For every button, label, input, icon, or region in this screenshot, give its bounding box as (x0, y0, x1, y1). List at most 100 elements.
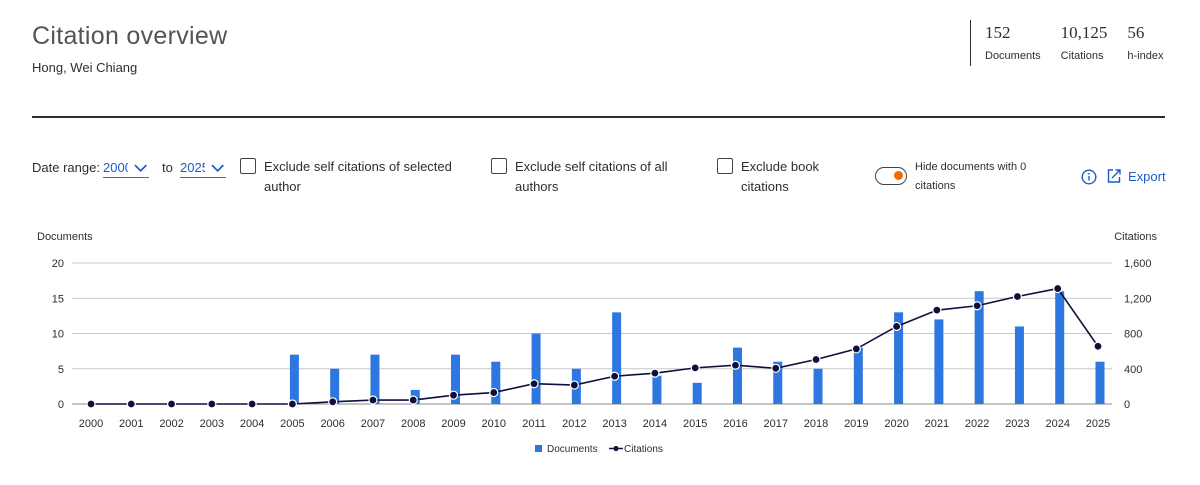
toggle-switch[interactable] (875, 167, 907, 185)
citation-chart: Documents Citations 0 5 10 15 20 0 400 800 1,20… (37, 231, 1158, 455)
x-tick-label: 2001 (119, 418, 143, 430)
citation-point (1012, 291, 1023, 302)
chevron-down-icon (134, 164, 147, 172)
citation-point (730, 360, 741, 370)
citation-point (287, 399, 297, 409)
metric-h-index[interactable]: 56 h-index (1127, 20, 1163, 66)
date-range-label: Date range: (32, 160, 100, 175)
bar (894, 312, 904, 404)
y-axis-label-left: Documents (37, 231, 93, 243)
x-ticks: 2000 2001 2002 2003 2004 2005 2006 2007 2008 2009… (79, 418, 1110, 430)
author-name: Hong, Wei Chiang (32, 60, 138, 75)
x-tick-label: 2025 (1086, 418, 1110, 430)
x-tick-label: 2003 (200, 418, 224, 430)
citation-point (86, 399, 96, 409)
x-tick-label: 2005 (280, 418, 304, 430)
checkbox-label: Exclude self citations of all authors (515, 159, 668, 194)
bar (491, 361, 501, 404)
grid-lines (72, 262, 1112, 405)
y-tick-right: 800 (1124, 329, 1142, 341)
bar (773, 361, 783, 404)
exclude-self-selected-checkbox[interactable]: Exclude self citations of selected autho… (240, 157, 454, 197)
y-tick-right: 400 (1124, 364, 1142, 376)
bar (330, 368, 340, 404)
exclude-book-checkbox[interactable]: Exclude book citations (717, 157, 841, 197)
y-ticks-left: 0 5 10 15 20 (52, 258, 64, 411)
chevron-down-icon (211, 164, 224, 172)
citation-point (650, 368, 660, 378)
citation-point (1053, 283, 1063, 294)
bar (692, 382, 702, 404)
x-tick-label: 2002 (159, 418, 183, 430)
metric-label: Citations (1060, 50, 1104, 62)
exclude-self-all-checkbox[interactable]: Exclude self citations of all authors (491, 157, 705, 197)
checkbox-label: Exclude book citations (741, 159, 820, 194)
bar (451, 354, 461, 404)
legend-citations-marker (613, 445, 619, 452)
x-tick-label: 2014 (643, 418, 667, 430)
metric-label: h-index (1127, 50, 1164, 62)
x-tick-label: 2010 (482, 418, 506, 430)
x-tick-label: 2006 (320, 418, 344, 430)
citation-point (328, 397, 338, 407)
metric-citations[interactable]: 10,125 Citations (1061, 20, 1108, 66)
x-tick-label: 2015 (683, 418, 707, 430)
citation-point (126, 399, 136, 409)
metric-value: 10,125 (1060, 23, 1108, 42)
x-tick-label: 2000 (79, 418, 103, 430)
y-tick-right: 1,200 (1124, 293, 1152, 305)
chart-legend[interactable]: Documents Citations (535, 444, 663, 455)
bar (1014, 326, 1024, 404)
x-tick-label: 2024 (1045, 418, 1069, 430)
y-tick-right: 0 (1124, 399, 1130, 411)
bar (531, 333, 541, 404)
bar (1055, 291, 1065, 404)
citation-point (851, 344, 861, 354)
legend-citations-label: Citations (624, 444, 663, 455)
to-year-select[interactable]: 2025 (180, 158, 226, 178)
citation-point (811, 354, 821, 365)
metric-value: 56 (1127, 23, 1145, 42)
bar (612, 312, 622, 404)
hide-zero-toggle[interactable]: Hide documents with 0 citations (875, 158, 1045, 196)
bar (1095, 361, 1105, 404)
y-ticks-right: 0 400 800 1,200 1,600 (1124, 258, 1152, 411)
y-tick-left: 10 (52, 329, 64, 341)
citation-point (569, 380, 579, 390)
from-year-select[interactable]: 2000 (103, 158, 149, 178)
citation-point (247, 399, 257, 409)
checkbox-box[interactable] (240, 158, 256, 174)
citation-point (610, 371, 620, 381)
checkbox-box[interactable] (491, 158, 507, 174)
export-button[interactable]: Export (1106, 168, 1166, 184)
citation-point (489, 387, 499, 398)
metric-label: Documents (985, 50, 1041, 62)
citation-point (690, 363, 700, 373)
to-label: to (162, 160, 173, 175)
bar (813, 368, 823, 404)
metric-documents[interactable]: 152 Documents (985, 20, 1041, 66)
x-tick-label: 2011 (522, 418, 546, 430)
header-divider (32, 116, 1165, 118)
y-tick-left: 20 (52, 258, 64, 270)
x-tick-label: 2004 (240, 418, 264, 430)
checkbox-box[interactable] (717, 158, 733, 174)
x-tick-label: 2019 (844, 418, 868, 430)
x-tick-label: 2020 (884, 418, 908, 430)
to-year-value: 2025 (180, 160, 205, 175)
citation-point (408, 395, 418, 405)
x-tick-label: 2021 (925, 418, 949, 430)
info-icon[interactable] (1081, 169, 1097, 185)
x-tick-label: 2012 (562, 418, 586, 430)
x-tick-label: 2013 (602, 418, 626, 430)
y-tick-left: 15 (52, 293, 64, 305)
x-tick-label: 2009 (441, 418, 465, 430)
metrics-panel: 152 Documents 10,125 Citations 56 h-inde… (970, 20, 1163, 66)
bar (289, 354, 299, 404)
controls-bar: Date range: 2000 to 2025 Exclude self ci… (0, 0, 1200, 230)
citation-point (1093, 341, 1103, 351)
toggle-knob (894, 171, 903, 180)
legend-documents-swatch (535, 445, 542, 452)
citation-point (207, 399, 217, 409)
metric-value: 152 (985, 23, 1011, 42)
